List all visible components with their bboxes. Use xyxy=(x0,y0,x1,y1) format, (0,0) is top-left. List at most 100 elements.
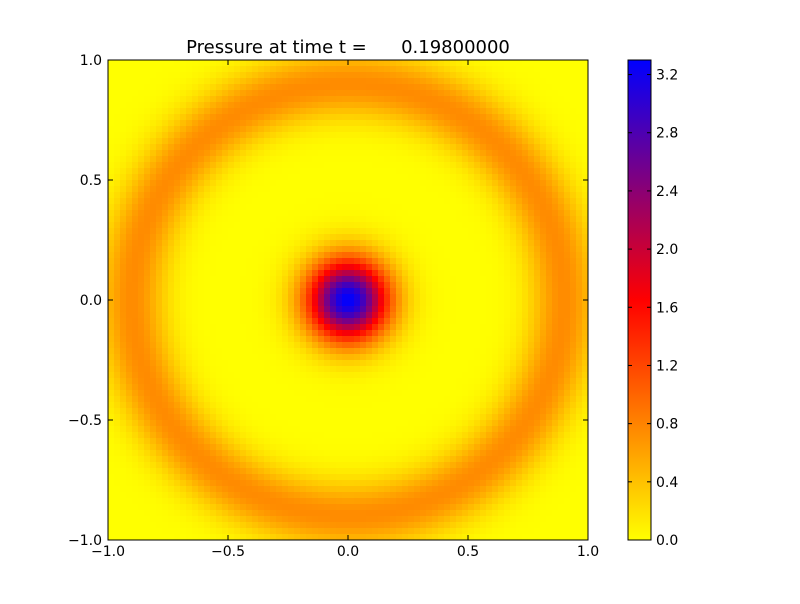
heatmap-cell xyxy=(360,144,367,151)
heatmap-cell xyxy=(474,414,481,421)
heatmap-cell xyxy=(174,354,181,361)
heatmap-cell xyxy=(108,390,115,397)
heatmap-cell xyxy=(396,180,403,187)
heatmap-cell xyxy=(150,102,157,109)
heatmap-cell xyxy=(414,120,421,127)
heatmap-cell xyxy=(354,234,361,241)
heatmap-cell xyxy=(462,246,469,253)
heatmap-cell xyxy=(210,348,217,355)
heatmap-cell xyxy=(450,378,457,385)
heatmap-cell xyxy=(324,66,331,73)
heatmap-cell xyxy=(120,132,127,139)
heatmap-cell xyxy=(420,420,427,427)
heatmap-cell xyxy=(426,528,433,535)
heatmap-cell xyxy=(342,96,349,103)
heatmap-cell xyxy=(294,336,301,343)
heatmap-cell xyxy=(114,96,121,103)
heatmap-cell xyxy=(264,462,271,469)
heatmap-cell xyxy=(276,324,283,331)
heatmap-cell xyxy=(318,456,325,463)
heatmap-cell xyxy=(456,414,463,421)
heatmap-cell xyxy=(264,312,271,319)
heatmap-cell xyxy=(270,306,277,313)
heatmap-cell xyxy=(126,330,133,337)
heatmap-cell xyxy=(132,372,139,379)
heatmap-cell xyxy=(366,270,373,277)
heatmap-cell xyxy=(258,150,265,157)
heatmap-cell xyxy=(186,180,193,187)
heatmap-cell xyxy=(144,336,151,343)
heatmap-cell xyxy=(456,474,463,481)
heatmap-cell xyxy=(150,426,157,433)
heatmap-cell xyxy=(162,228,169,235)
heatmap-cell xyxy=(396,504,403,511)
heatmap-cell xyxy=(234,186,241,193)
heatmap-cell xyxy=(114,360,121,367)
heatmap-cell xyxy=(240,132,247,139)
heatmap-cell xyxy=(432,156,439,163)
heatmap-cell xyxy=(180,252,187,259)
heatmap-cell xyxy=(378,294,385,301)
heatmap-cell xyxy=(282,312,289,319)
heatmap-cell xyxy=(174,312,181,319)
heatmap-cell xyxy=(168,156,175,163)
heatmap-cell xyxy=(264,408,271,415)
heatmap-cell xyxy=(114,252,121,259)
heatmap-cell xyxy=(246,462,253,469)
heatmap-cell xyxy=(432,60,439,67)
heatmap-cell xyxy=(450,420,457,427)
heatmap-cell xyxy=(270,270,277,277)
heatmap-cell xyxy=(384,378,391,385)
heatmap-cell xyxy=(438,336,445,343)
heatmap-cell xyxy=(174,150,181,157)
heatmap-cell xyxy=(414,180,421,187)
heatmap-cell xyxy=(336,162,343,169)
heatmap-cell xyxy=(198,282,205,289)
heatmap-cell xyxy=(228,276,235,283)
heatmap-cell xyxy=(300,450,307,457)
heatmap-cell xyxy=(438,120,445,127)
heatmap-cell xyxy=(324,90,331,97)
heatmap-cell xyxy=(300,318,307,325)
heatmap-cell xyxy=(186,60,193,67)
heatmap-cell xyxy=(312,504,319,511)
heatmap-cell xyxy=(312,234,319,241)
heatmap-cell xyxy=(204,516,211,523)
heatmap-cell xyxy=(354,462,361,469)
heatmap-cell xyxy=(402,114,409,121)
heatmap-cell xyxy=(132,288,139,295)
heatmap-cell xyxy=(438,210,445,217)
heatmap-cell xyxy=(252,534,259,541)
heatmap-cell xyxy=(120,282,127,289)
heatmap-cell xyxy=(222,78,229,85)
heatmap-cell xyxy=(126,186,133,193)
heatmap-cell xyxy=(240,354,247,361)
heatmap-cell xyxy=(108,162,115,169)
heatmap-cell xyxy=(108,102,115,109)
heatmap-cell xyxy=(282,366,289,373)
heatmap-cell xyxy=(108,480,115,487)
heatmap-cell xyxy=(426,432,433,439)
heatmap-cell xyxy=(294,228,301,235)
heatmap-cell xyxy=(138,150,145,157)
heatmap-cell xyxy=(132,234,139,241)
heatmap-cell xyxy=(330,108,337,115)
heatmap-cell xyxy=(288,306,295,313)
heatmap-cell xyxy=(456,192,463,199)
heatmap-cell xyxy=(132,174,139,181)
heatmap-cell xyxy=(474,330,481,337)
heatmap-cell xyxy=(330,510,337,517)
heatmap-cell xyxy=(450,486,457,493)
heatmap-cell xyxy=(420,348,427,355)
heatmap-cell xyxy=(210,114,217,121)
heatmap-cell xyxy=(354,510,361,517)
heatmap-cell xyxy=(180,258,187,265)
heatmap-cell xyxy=(390,510,397,517)
heatmap-cell xyxy=(456,246,463,253)
heatmap-cell xyxy=(246,384,253,391)
heatmap-cell xyxy=(120,516,127,523)
heatmap-cell xyxy=(384,174,391,181)
heatmap-cell xyxy=(354,390,361,397)
heatmap-cell xyxy=(354,72,361,79)
heatmap-cell xyxy=(228,192,235,199)
